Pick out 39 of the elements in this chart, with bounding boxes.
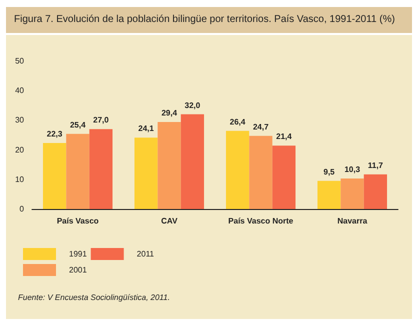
- legend-label: 2001: [69, 266, 88, 274]
- bar: [226, 130, 250, 209]
- x-tick-label: CAV: [161, 216, 178, 226]
- data-label: 9,5: [324, 167, 336, 176]
- bar: [134, 138, 158, 209]
- data-label: 32,0: [184, 100, 201, 110]
- bar: [158, 122, 181, 209]
- data-label: 25,4: [70, 120, 86, 130]
- x-tick-label: País Vasco Norte: [228, 216, 294, 226]
- bar: [89, 129, 113, 209]
- x-tick-label: País Vasco: [56, 216, 99, 226]
- bar: [180, 114, 204, 209]
- bar: [340, 178, 364, 209]
- bar: [272, 146, 296, 209]
- legend-label: 1991: [69, 250, 88, 258]
- source-note: Fuente: V Encuesta Sociolingüística, 2011.: [18, 293, 170, 302]
- y-tick-label: 40: [15, 86, 25, 96]
- data-label: 24,1: [138, 124, 154, 134]
- x-tick-label: Navarra: [337, 216, 368, 226]
- bar: [249, 136, 272, 209]
- bar: [66, 134, 90, 209]
- data-label: 10,3: [344, 165, 361, 174]
- data-label: 26,4: [230, 117, 246, 126]
- y-tick-label: 50: [15, 56, 25, 66]
- data-label: 11,7: [368, 160, 384, 170]
- y-tick-label: 30: [15, 116, 25, 125]
- data-label: 24,7: [252, 122, 270, 132]
- data-label: 21,4: [276, 132, 292, 142]
- y-tick-label: 20: [15, 145, 25, 154]
- legend-label: 2011: [136, 250, 155, 258]
- y-tick-label: 10: [15, 174, 25, 184]
- data-label: 22,3: [46, 129, 63, 138]
- y-tick-label: 0: [20, 204, 25, 214]
- chart-title: Figura 7. Evolución de la población bilingüe por territorios. País Vasco, 1991-2011 (%): [6, 7, 412, 35]
- bar: [364, 174, 388, 209]
- bar: [42, 142, 66, 209]
- data-label: 29,4: [161, 108, 178, 118]
- data-label: 27,0: [93, 116, 110, 125]
- bar: [317, 180, 341, 209]
